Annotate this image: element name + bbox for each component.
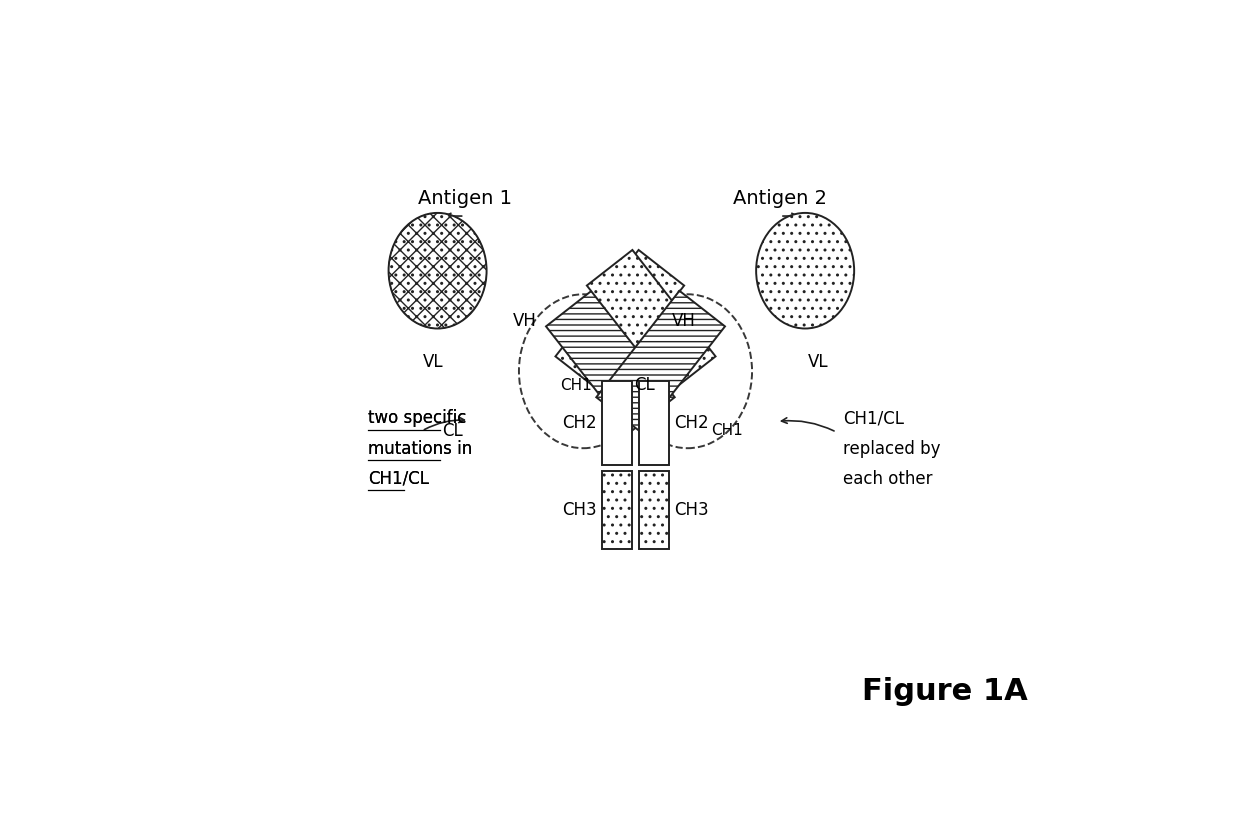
- Text: CH1: CH1: [711, 424, 743, 438]
- Text: Antigen 2: Antigen 2: [733, 188, 827, 208]
- Ellipse shape: [624, 295, 751, 448]
- Text: CL: CL: [441, 422, 463, 440]
- Text: mutations in: mutations in: [368, 440, 472, 458]
- Ellipse shape: [388, 213, 486, 329]
- Text: each other: each other: [843, 470, 932, 488]
- Text: VL: VL: [423, 353, 444, 370]
- Text: two specific: two specific: [368, 410, 466, 428]
- Polygon shape: [546, 290, 675, 432]
- Text: Figure 1A: Figure 1A: [862, 677, 1028, 706]
- Text: CH3: CH3: [562, 501, 596, 519]
- Text: CH2: CH2: [562, 414, 596, 432]
- Text: CH1/CL: CH1/CL: [368, 470, 429, 488]
- Text: VH: VH: [513, 312, 537, 330]
- Polygon shape: [596, 290, 725, 432]
- Polygon shape: [556, 250, 684, 392]
- Text: CL: CL: [635, 376, 655, 394]
- Text: CH1/CL: CH1/CL: [843, 410, 904, 428]
- Text: VL: VL: [808, 353, 828, 370]
- Text: mutations in: mutations in: [368, 440, 472, 458]
- Bar: [640, 380, 670, 465]
- Text: two specific: two specific: [368, 410, 466, 428]
- Ellipse shape: [520, 295, 647, 448]
- Bar: [601, 471, 631, 549]
- Bar: [601, 380, 631, 465]
- Bar: [640, 471, 670, 549]
- Text: CH1/CL: CH1/CL: [368, 470, 429, 488]
- Text: CH3: CH3: [675, 501, 709, 519]
- Text: CH2: CH2: [675, 414, 709, 432]
- Text: CH1: CH1: [560, 378, 591, 392]
- Polygon shape: [587, 250, 715, 392]
- Text: Antigen 1: Antigen 1: [418, 188, 512, 208]
- Text: VH: VH: [672, 312, 696, 330]
- Ellipse shape: [756, 213, 854, 329]
- Text: replaced by: replaced by: [843, 440, 940, 458]
